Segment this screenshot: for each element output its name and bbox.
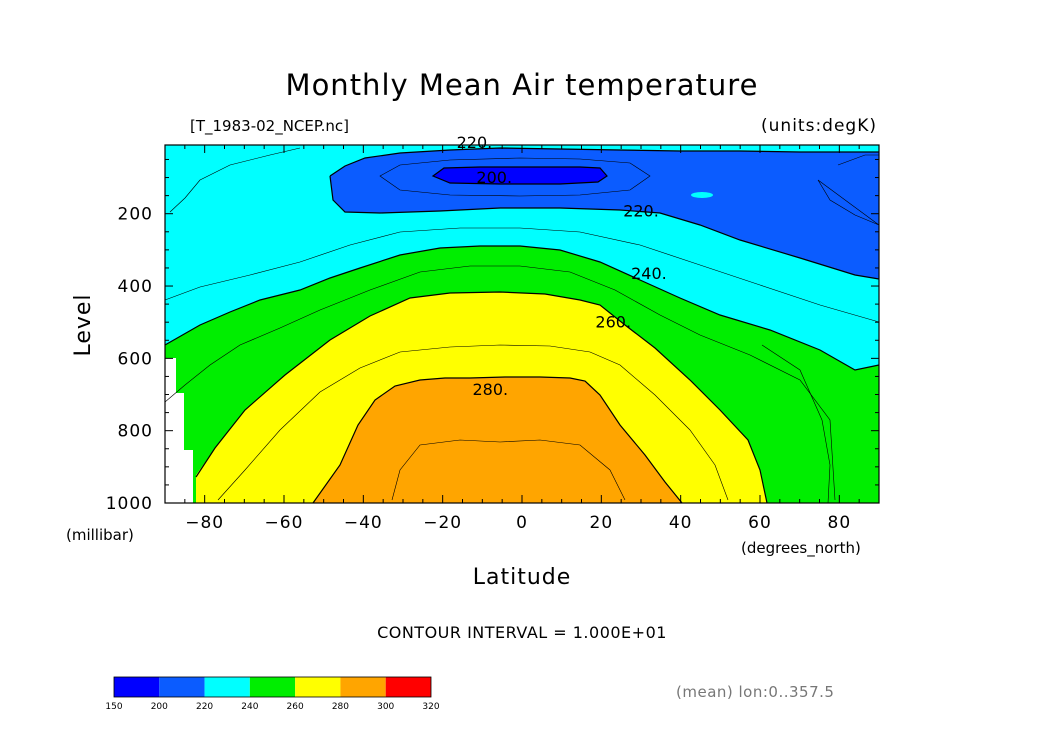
colorbar-swatch: [114, 677, 160, 697]
fill-missing-data: [165, 358, 193, 503]
contour-270: [217, 344, 729, 501]
y-tick-label: 1000: [106, 494, 153, 514]
contour-290: [391, 439, 626, 501]
y-tick-labels: 200 400 600 800 1000: [106, 205, 153, 514]
colorbar-level-label: 320: [422, 702, 439, 712]
fill-band-150-200: [433, 167, 607, 184]
x-tick-label: 20: [590, 513, 614, 533]
contour-label: 200.: [476, 168, 512, 187]
contour-250: [164, 265, 836, 501]
contour-labels: 220. 200. 220. 240. 260. 280.: [457, 133, 667, 399]
x-tick-labels: −80 −60 −40 −20 0 20 40 60 80: [185, 513, 852, 533]
colorbar: 150 200 220 240 260 280 300 320: [105, 676, 440, 712]
x-tick-label: −20: [423, 513, 462, 533]
x-tick-label: 60: [748, 513, 772, 533]
colorbar-level-label: 260: [287, 702, 304, 712]
colorbar-level-label: 150: [105, 702, 122, 712]
contour-interval-label: CONTOUR INTERVAL = 1.000E+01: [377, 623, 667, 642]
y-tick-label: 800: [118, 422, 153, 442]
contour-label: 260.: [595, 313, 631, 332]
colorbar-swatch: [204, 677, 250, 697]
colorbar-swatch: [295, 677, 341, 697]
contour-label: 240.: [631, 264, 667, 283]
contour-210-north: [817, 154, 880, 226]
colorbar-swatch: [249, 677, 296, 697]
y-units-label: (millibar): [66, 526, 134, 544]
x-tick-label: 0: [516, 513, 528, 533]
contour-label: 220.: [623, 202, 659, 221]
averaging-note: (mean) lon:0..357.5: [676, 683, 834, 701]
y-tick-label: 600: [118, 349, 153, 369]
colorbar-level-label: 300: [377, 702, 394, 712]
y-tick-label: 200: [118, 205, 153, 225]
colorbar-level-label: 280: [332, 702, 349, 712]
dataset-label: [T_1983-02_NCEP.nc]: [190, 117, 349, 136]
x-tick-label: 40: [669, 513, 693, 533]
colorbar-swatch: [159, 677, 205, 697]
contour-230-south: [169, 147, 301, 213]
y-tick-label: 400: [118, 277, 153, 297]
colorbar-level-label: 200: [151, 702, 168, 712]
contour-240: [164, 245, 880, 371]
contour-minor-lines: [164, 147, 880, 504]
plot-area: 220. 200. 220. 240. 260. 280.: [164, 133, 880, 504]
x-tick-label: 80: [828, 513, 852, 533]
colorbar-swatch: [340, 677, 386, 697]
contour-fills: [165, 145, 879, 503]
contour-lines: [164, 147, 880, 504]
contour-label: 220.: [457, 133, 493, 152]
colorbar-level-label: 220: [196, 702, 213, 712]
units-label: (units:degK): [761, 116, 877, 136]
contour-220: [329, 147, 880, 280]
colorbar-frame: [113, 676, 432, 698]
x-axis-title: Latitude: [473, 565, 572, 590]
colorbar-level-label: 240: [241, 702, 258, 712]
x-tick-label: −40: [344, 513, 383, 533]
contour-210: [379, 157, 651, 197]
fill-island-cyan: [691, 192, 713, 198]
contour-230: [164, 227, 880, 323]
x-units-label: (degrees_north): [741, 539, 861, 558]
contour-200: [431, 166, 608, 185]
axis-ticks: [165, 145, 879, 504]
contour-250-north: [761, 344, 831, 504]
colorbar-swatch: [385, 677, 431, 697]
x-tick-label: −80: [185, 513, 224, 533]
x-tick-label: −60: [265, 513, 304, 533]
fill-band-280-300: [313, 377, 682, 503]
contour-280: [312, 376, 683, 504]
y-axis-title: Level: [71, 293, 96, 356]
contour-260: [195, 291, 768, 504]
chart-title: Monthly Mean Air temperature: [286, 68, 759, 102]
contour-label: 280.: [472, 380, 508, 399]
